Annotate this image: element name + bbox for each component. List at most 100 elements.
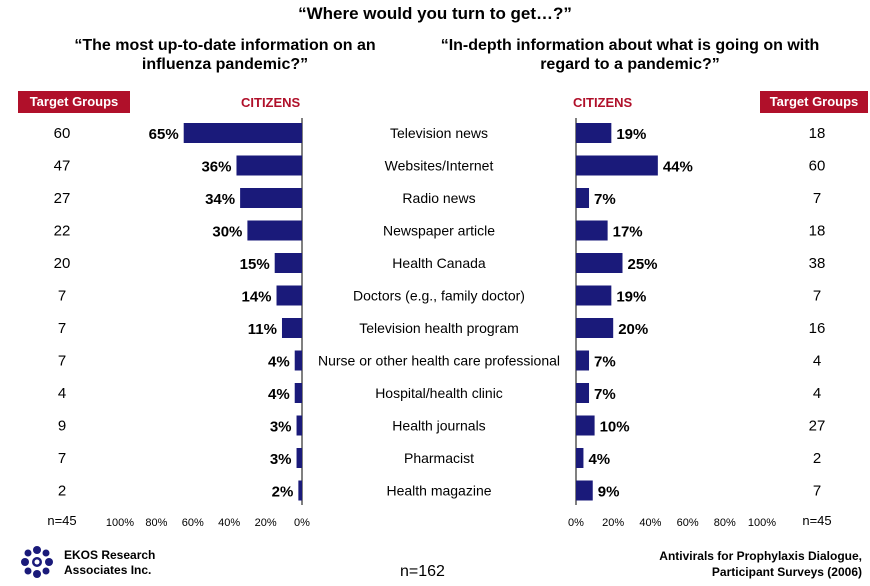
left-bar	[296, 448, 302, 468]
right-bar	[576, 350, 590, 371]
category-label: Hospital/health clinic	[375, 385, 503, 401]
category-label: Radio news	[402, 190, 475, 206]
right-bar	[576, 253, 623, 273]
left-bar-label: 3%	[270, 419, 292, 436]
left-tick-label: 60%	[182, 517, 204, 529]
target-group-left-value: 7	[58, 450, 66, 467]
left-bar-label: 4%	[268, 354, 290, 371]
right-bar	[576, 123, 612, 143]
org-name: EKOS Research Associates Inc.	[64, 548, 155, 578]
target-group-right-value: 4	[813, 353, 821, 370]
left-tick-label: 80%	[145, 517, 167, 529]
left-bar-label: 30%	[212, 224, 242, 241]
left-bar	[276, 285, 302, 306]
category-label: Doctors (e.g., family doctor)	[353, 288, 525, 304]
category-label: Websites/Internet	[385, 158, 494, 174]
left-bar-label: 4%	[268, 386, 290, 403]
right-bar	[576, 220, 608, 241]
source-note: Antivirals for Prophylaxis Dialogue, Par…	[659, 548, 862, 580]
target-group-left-value: 22	[54, 223, 71, 240]
right-bar-label: 44%	[663, 159, 693, 176]
category-label: Pharmacist	[404, 450, 474, 466]
target-group-left-value: 27	[54, 190, 71, 207]
right-bar-label: 4%	[588, 451, 610, 468]
target-group-left-value: 20	[54, 255, 71, 272]
source-line2: Participant Surveys (2006)	[711, 565, 862, 579]
org-name-line2: Associates Inc.	[64, 563, 152, 577]
left-bar-label: 14%	[241, 289, 271, 306]
right-tick-label: 20%	[602, 517, 624, 529]
left-bar	[240, 188, 302, 208]
left-bar	[298, 480, 302, 501]
left-bar	[247, 220, 302, 241]
right-bar	[576, 448, 584, 468]
target-group-left-value: 7	[58, 320, 66, 337]
left-tick-label: 40%	[218, 517, 240, 529]
target-group-right-value: 18	[809, 223, 826, 240]
category-label: Television health program	[359, 320, 519, 336]
category-label: Health Canada	[392, 255, 486, 271]
target-group-left-value: 7	[58, 353, 66, 370]
target-group-right-value: 27	[809, 418, 826, 435]
chart-title: “Where would you turn to get…?”	[298, 4, 572, 23]
right-tick-label: 100%	[748, 517, 776, 529]
category-label: Health magazine	[386, 483, 491, 499]
category-label: Television news	[390, 125, 488, 141]
left-bar	[296, 415, 302, 436]
right-tick-label: 80%	[714, 517, 736, 529]
right-bar-label: 17%	[613, 224, 643, 241]
ekos-logo-icon	[21, 546, 53, 578]
target-groups-header-left: Target Groups	[18, 91, 130, 113]
left-bar-label: 65%	[149, 126, 179, 143]
center-sample-size: n=162	[400, 563, 445, 580]
right-bar-label: 7%	[594, 191, 616, 208]
target-group-right-value: 7	[813, 190, 821, 207]
right-bar-label: 9%	[598, 484, 620, 501]
left-bar-label: 34%	[205, 191, 235, 208]
right-bar-label: 7%	[594, 386, 616, 403]
left-bar	[294, 383, 302, 403]
right-bar	[576, 285, 612, 306]
right-bar	[576, 383, 590, 403]
category-label: Newspaper article	[383, 223, 495, 239]
left-bar-label: 2%	[272, 484, 294, 501]
right-bar-label: 10%	[600, 419, 630, 436]
left-bar	[294, 350, 302, 371]
right-bar	[576, 318, 614, 338]
target-group-right-value: 7	[813, 288, 821, 305]
target-group-right-value: 16	[809, 320, 826, 337]
left-bar	[281, 318, 302, 338]
target-group-right-value: 2	[813, 450, 821, 467]
right-tick-label: 0%	[568, 517, 584, 529]
source-line1: Antivirals for Prophylaxis Dialogue,	[659, 549, 862, 563]
right-bar	[576, 188, 590, 208]
right-bar-label: 19%	[616, 289, 646, 306]
left-tick-label: 100%	[106, 517, 134, 529]
target-group-right-value: 60	[809, 158, 826, 175]
target-group-left-value: 9	[58, 418, 66, 435]
target-group-right-value: 4	[813, 385, 821, 402]
target-group-left-value: 60	[54, 125, 71, 142]
target-group-left-value: 2	[58, 483, 66, 500]
left-question: “The most up-to-date information on an i…	[74, 37, 376, 73]
citizens-header-right: CITIZENS	[573, 95, 633, 110]
target-groups-header-right: Target Groups	[760, 91, 868, 113]
right-bar-label: 7%	[594, 354, 616, 371]
citizens-header-left: CITIZENS	[241, 95, 301, 110]
left-tick-label: 0%	[294, 517, 310, 529]
right-tick-label: 60%	[677, 517, 699, 529]
target-group-left-value: 7	[58, 288, 66, 305]
right-bar	[576, 480, 593, 501]
right-bar	[576, 415, 595, 436]
right-bar-label: 20%	[618, 321, 648, 338]
org-name-line1: EKOS Research	[64, 548, 156, 562]
left-sample-size: n=45	[47, 513, 76, 528]
left-bar-label: 36%	[201, 159, 231, 176]
category-label: Nurse or other health care professional	[318, 353, 560, 369]
left-bar-label: 11%	[248, 321, 277, 338]
right-question: “In-depth information about what is goin…	[440, 37, 820, 73]
left-bar	[183, 123, 302, 143]
target-group-right-value: 18	[809, 125, 826, 142]
category-label: Health journals	[392, 418, 485, 434]
